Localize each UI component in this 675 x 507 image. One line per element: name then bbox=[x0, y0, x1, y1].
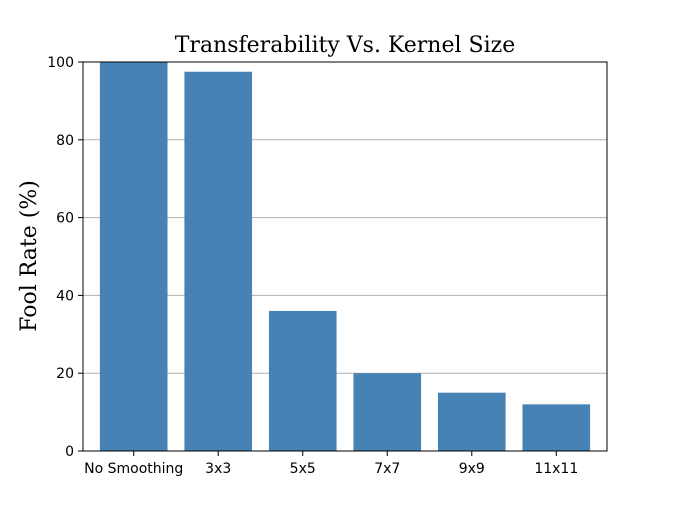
x-tick-label: 11x11 bbox=[534, 461, 578, 477]
y-tick-label: 60 bbox=[56, 211, 74, 227]
y-tick-label: 100 bbox=[47, 55, 74, 71]
plot-frame bbox=[82, 61, 608, 452]
bar-no-smoothing bbox=[99, 62, 168, 451]
y-tick-label: 0 bbox=[65, 444, 74, 460]
y-axis-ticks: 0 20 40 60 80 100 bbox=[47, 55, 83, 460]
x-tick-label: 9x9 bbox=[459, 461, 485, 477]
y-tick-label: 40 bbox=[56, 288, 74, 304]
x-tick-label: 3x3 bbox=[205, 461, 231, 477]
bar-7x7 bbox=[353, 373, 422, 451]
bars bbox=[99, 62, 591, 451]
x-tick-label: 7x7 bbox=[374, 461, 400, 477]
x-axis-ticks: No Smoothing 3x3 5x5 7x7 9x9 11x11 bbox=[84, 451, 578, 477]
bar-9x9 bbox=[437, 392, 506, 451]
x-tick-label: 5x5 bbox=[290, 461, 316, 477]
bar-11x11 bbox=[522, 404, 591, 451]
y-tick-label: 80 bbox=[56, 133, 74, 149]
bar-3x3 bbox=[184, 71, 253, 451]
y-axis-label: Fool Rate (%) bbox=[17, 180, 42, 332]
chart-title: Transferability Vs. Kernel Size bbox=[175, 33, 516, 58]
bar-5x5 bbox=[268, 310, 337, 451]
x-tick-label: No Smoothing bbox=[84, 461, 183, 477]
y-tick-label: 20 bbox=[56, 366, 74, 382]
